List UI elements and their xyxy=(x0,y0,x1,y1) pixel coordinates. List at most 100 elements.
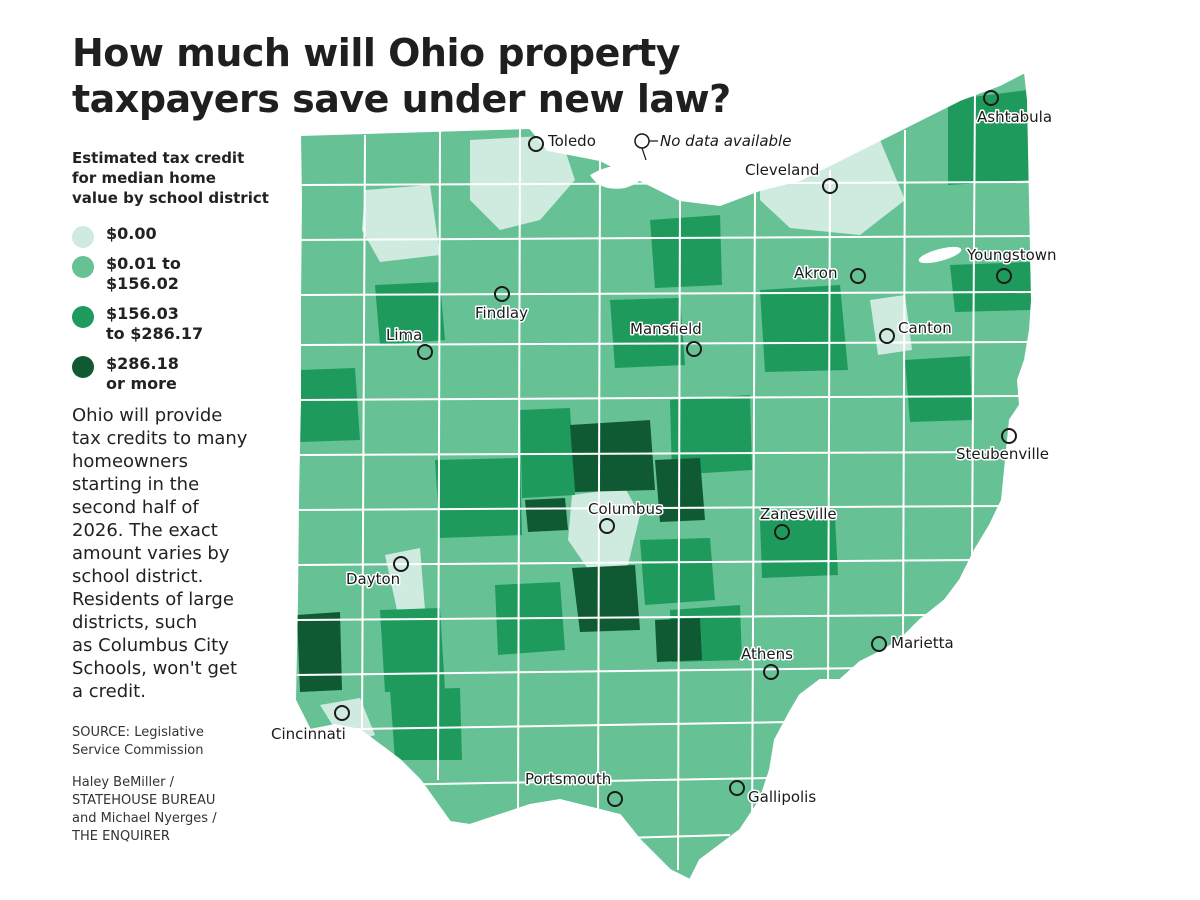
city-dot xyxy=(763,664,779,680)
city-ashtabula: Ashtabula xyxy=(976,90,1054,128)
boundary-line xyxy=(827,169,831,691)
city-dot xyxy=(996,268,1012,284)
district-mid-south-tail xyxy=(390,688,462,760)
description-line: second half of xyxy=(72,497,199,518)
source-line: Service Commission xyxy=(72,743,204,758)
description-line: school district. xyxy=(72,566,204,587)
city-toledo: Toledo xyxy=(528,131,597,152)
city-dot xyxy=(729,780,745,796)
legend: $0.00 $0.01 to $156.02 $156.03 to $286.1… xyxy=(72,224,292,404)
legend-item-mid: $156.03 to $286.17 xyxy=(72,304,292,344)
district-mid-akron xyxy=(760,285,848,372)
city-label: Youngstown xyxy=(966,246,1057,264)
description-line: as Columbus City xyxy=(72,635,229,656)
description-line: starting in the xyxy=(72,474,200,495)
description-line: Residents of large xyxy=(72,589,234,610)
map-title: How much will Ohio property taxpayers sa… xyxy=(72,30,772,122)
city-canton: Canton xyxy=(879,318,953,344)
city-cincinnati: Cincinnati xyxy=(270,705,350,745)
city-label: Canton xyxy=(898,319,952,337)
boundary-line xyxy=(297,505,1003,511)
legend-label: $156.02 xyxy=(106,274,179,293)
city-dot xyxy=(871,636,887,652)
city-steubenville: Steubenville xyxy=(955,428,1051,465)
city-label: Portsmouth xyxy=(525,770,611,788)
city-dot xyxy=(850,268,866,284)
city-dot xyxy=(607,791,623,807)
legend-label: or more xyxy=(106,374,177,393)
no-data-icon xyxy=(634,133,650,149)
boundary-line xyxy=(299,235,1032,241)
city-dot xyxy=(528,136,544,152)
city-dot xyxy=(983,90,999,106)
boundary-line xyxy=(299,341,1031,346)
city-cleveland: Cleveland xyxy=(744,160,838,194)
legend-label: $0.01 to xyxy=(106,254,181,273)
city-label: Cleveland xyxy=(745,161,819,179)
city-findlay: Findlay xyxy=(474,286,530,324)
boundary-line xyxy=(971,89,976,556)
district-mid-southwest xyxy=(380,608,445,692)
lake-reservoir xyxy=(918,246,962,264)
district-mid-north-central xyxy=(650,215,722,288)
boundary-line xyxy=(299,451,1011,456)
legend-label: $156.03 xyxy=(106,304,179,323)
district-high-south-columbus xyxy=(572,565,640,632)
city-markers: Toledo Cleveland Ashtabula Youngstown Ak… xyxy=(270,90,1058,808)
no-data-marker: No data available xyxy=(634,132,791,161)
credit-line: and Michael Nyerges / xyxy=(72,811,217,826)
city-dayton: Dayton xyxy=(345,556,409,590)
description-line: homeowners xyxy=(72,451,189,472)
description-line: amount varies by xyxy=(72,543,230,564)
city-label: Cincinnati xyxy=(271,725,346,743)
legend-label: $286.18 xyxy=(106,354,179,373)
boundary-line xyxy=(437,129,441,781)
source-line: SOURCE: Legislative xyxy=(72,725,204,740)
city-zanesville: Zanesville xyxy=(759,504,838,540)
credit-line: THE ENQUIRER xyxy=(72,829,170,844)
boundary-line xyxy=(751,189,756,841)
legend-label: $0.00 xyxy=(106,224,157,243)
district-mid-se-columbus xyxy=(640,538,715,605)
city-label: Zanesville xyxy=(760,505,837,523)
description-line: a credit. xyxy=(72,681,146,702)
city-akron: Akron xyxy=(793,263,866,284)
legend-heading-line: Estimated tax credit xyxy=(72,149,245,167)
boundary-line xyxy=(361,134,366,731)
city-mansfield: Mansfield xyxy=(629,319,703,357)
city-label: Dayton xyxy=(346,570,400,588)
city-label: Mansfield xyxy=(630,320,702,338)
city-lima: Lima xyxy=(385,325,433,360)
district-mid-west xyxy=(300,368,360,442)
district-mid-lima xyxy=(375,282,445,345)
city-dot xyxy=(822,178,838,194)
city-dot xyxy=(686,341,702,357)
city-dot xyxy=(774,524,790,540)
district-mid-canton-east xyxy=(905,356,972,422)
city-dot xyxy=(393,556,409,572)
city-columbus: Columbus xyxy=(587,499,664,534)
district-mid-ashtabula xyxy=(948,90,1030,185)
legend-label: to $286.17 xyxy=(106,324,204,343)
city-dot xyxy=(334,705,350,721)
legend-swatch-low xyxy=(72,256,94,278)
map-title-line-1: How much will Ohio property xyxy=(72,31,681,75)
city-youngstown: Youngstown xyxy=(965,245,1058,284)
district-mid-central-west xyxy=(435,458,522,538)
city-label: Ashtabula xyxy=(977,108,1052,126)
no-data-label: No data available xyxy=(660,132,791,150)
lake-erie-islands xyxy=(590,165,643,189)
boundary-line xyxy=(297,559,981,566)
description-line: 2026. The exact xyxy=(72,520,218,541)
legend-swatch-zero xyxy=(72,226,94,248)
boundary-line xyxy=(299,395,1021,401)
description-line: Ohio will provide xyxy=(72,405,223,426)
district-high-cincinnati-west xyxy=(297,612,342,692)
city-dot xyxy=(1001,428,1017,444)
district-boundaries xyxy=(296,89,1032,871)
city-marietta: Marietta xyxy=(871,633,955,654)
city-portsmouth: Portsmouth xyxy=(524,769,623,807)
legend-heading-line: value by school district xyxy=(72,189,269,207)
boundary-line xyxy=(597,159,601,821)
